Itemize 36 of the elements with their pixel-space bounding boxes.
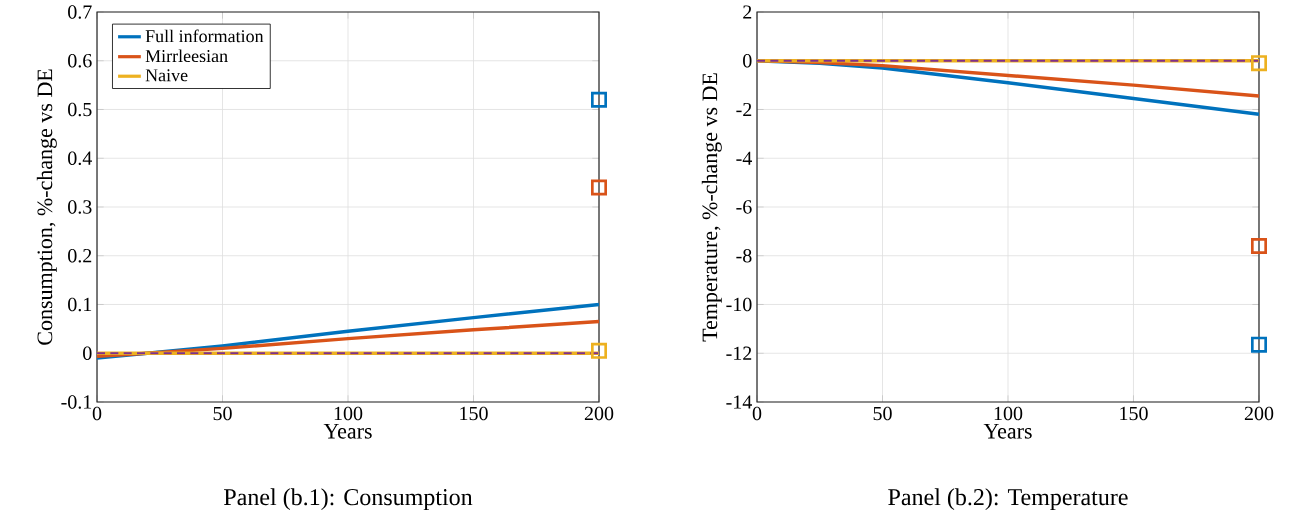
x-axis-title: Years (323, 424, 372, 439)
y-tick-label: 0.7 (68, 5, 92, 19)
y-tick-label: -2 (736, 102, 752, 117)
x-tick-label: 200 (1244, 406, 1274, 421)
x-tick-label: 150 (1120, 406, 1148, 421)
y-axis-title: Consumption, %-change vs DE (36, 69, 57, 345)
legend-label: Naive (145, 69, 188, 82)
y-tick-label: 0 (83, 346, 92, 360)
y-tick-label: -6 (736, 200, 752, 214)
text: Panel (b.1): Consumption (224, 488, 473, 511)
y-tick-label: 0.1 (68, 297, 92, 312)
y-tick-label: -0.1 (61, 395, 92, 409)
legend-label: Mirrleesian (145, 49, 228, 63)
y-tick-label: 0.6 (68, 53, 92, 68)
x-tick-label: 150 (460, 406, 488, 421)
y-tick-label: -10 (726, 297, 752, 312)
y-axis-title: Temperature, %-change vs DE (701, 73, 722, 342)
y-tick-label: -8 (736, 248, 752, 263)
y-tick-label: -4 (736, 151, 752, 165)
x-tick-label: 100 (994, 406, 1023, 421)
y-tick-label: -12 (726, 346, 752, 360)
y-tick-label: 0.3 (68, 200, 92, 214)
x-tick-label: 50 (873, 406, 892, 421)
x-tick-label: 50 (213, 406, 232, 421)
x-tick-label: 100 (334, 406, 363, 421)
y-tick-label: -14 (726, 395, 752, 409)
x-tick-label: 0 (92, 406, 102, 421)
y-tick-label: 0 (743, 54, 752, 68)
y-tick-label: 2 (743, 5, 752, 19)
text: Panel (b.2): Temperature (888, 488, 1128, 511)
y-tick-label: 0.4 (68, 151, 92, 166)
legend-label: Full information (145, 29, 264, 43)
y-tick-label: 0.2 (68, 248, 92, 263)
x-tick-label: 200 (584, 406, 614, 421)
x-axis-title: Years (983, 424, 1032, 439)
y-tick-label: 0.5 (68, 102, 92, 117)
